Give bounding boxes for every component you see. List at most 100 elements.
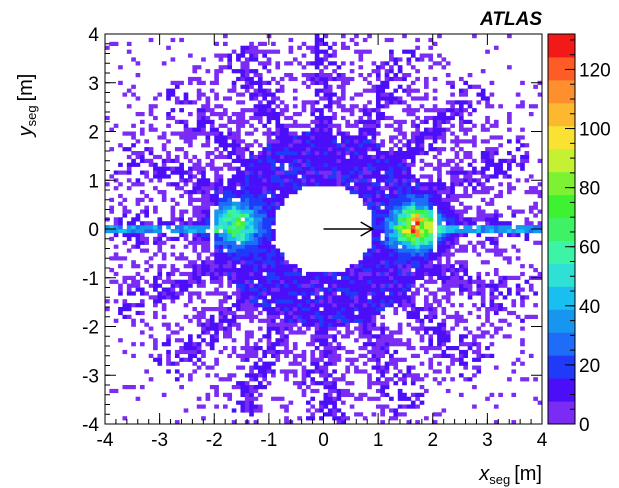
heatmap-cell <box>332 147 337 152</box>
heatmap-cell <box>131 275 136 280</box>
heatmap-cell <box>454 279 460 284</box>
heatmap-cell <box>222 346 228 351</box>
heatmap-cell <box>249 412 254 417</box>
heatmap-cell <box>279 112 285 117</box>
heatmap-cell <box>511 232 517 238</box>
heatmap-cell <box>445 80 451 85</box>
heatmap-cell <box>310 338 316 343</box>
heatmap-cell <box>262 353 267 358</box>
heatmap-cell <box>275 119 281 124</box>
heatmap-cell <box>389 256 394 261</box>
heatmap-cell <box>188 342 193 347</box>
heatmap-cell <box>349 69 355 74</box>
heatmap-cell <box>271 236 276 241</box>
heatmap-cell <box>275 338 281 343</box>
heatmap-cell <box>428 232 434 238</box>
heatmap-cell <box>275 197 281 202</box>
heatmap-cell <box>201 201 206 206</box>
heatmap-cell <box>170 131 176 136</box>
heatmap-cell <box>306 170 311 175</box>
heatmap-cell <box>332 154 337 160</box>
heatmap-cell <box>340 170 346 175</box>
heatmap-cell <box>240 307 246 312</box>
heatmap-cell <box>262 361 267 366</box>
heatmap-cell <box>419 268 425 273</box>
heatmap-cell <box>332 385 337 390</box>
heatmap-cell <box>166 349 171 355</box>
heatmap-cell <box>362 201 368 206</box>
heatmap-cell <box>371 353 377 358</box>
heatmap-cell <box>236 322 241 327</box>
heatmap-cell <box>528 190 534 195</box>
heatmap-cell <box>323 299 329 304</box>
heatmap-cell <box>275 127 281 132</box>
heatmap-cell <box>406 88 412 93</box>
heatmap-cell <box>419 326 425 331</box>
heatmap-cell <box>148 37 154 43</box>
heatmap-cell <box>279 256 285 261</box>
heatmap-cell <box>253 178 259 183</box>
x-tick-label: 0 <box>318 430 329 451</box>
heatmap-cell <box>458 201 464 206</box>
heatmap-cell <box>297 135 302 140</box>
heatmap-cell <box>520 318 525 323</box>
heatmap-cell <box>415 377 420 382</box>
heatmap-cell <box>406 420 412 425</box>
heatmap-cell <box>139 119 145 124</box>
heatmap-cell <box>113 388 119 394</box>
heatmap-cell <box>340 182 346 187</box>
heatmap-cell <box>231 119 237 124</box>
heatmap-cell <box>196 186 202 191</box>
heatmap-cell <box>428 193 434 199</box>
heatmap-cell <box>209 193 215 199</box>
heatmap-cell <box>520 225 525 230</box>
heatmap-cell <box>327 108 333 113</box>
heatmap-cell <box>310 162 316 167</box>
heatmap-cell <box>375 326 381 331</box>
heatmap-cell <box>214 154 219 160</box>
heatmap-cell <box>209 346 215 351</box>
heatmap-cell <box>375 131 381 136</box>
heatmap-cell <box>297 353 302 358</box>
heatmap-cell <box>327 147 333 152</box>
heatmap-cell <box>410 151 416 156</box>
heatmap-cell <box>349 61 355 66</box>
heatmap-cell <box>520 264 525 269</box>
heatmap-cell <box>157 291 163 296</box>
heatmap-cell <box>218 279 224 284</box>
heatmap-cell <box>428 127 434 132</box>
heatmap-cell <box>275 147 281 152</box>
heatmap-cell <box>349 166 355 171</box>
heatmap-cell <box>358 318 364 323</box>
heatmap-cell <box>319 369 324 374</box>
heatmap-cell <box>275 131 281 136</box>
heatmap-cell <box>227 279 233 284</box>
heatmap-cell <box>275 287 281 292</box>
heatmap-cell <box>432 139 438 144</box>
heatmap-cell <box>257 143 263 148</box>
heatmap-cell <box>170 244 176 249</box>
heatmap-cell <box>157 178 163 183</box>
heatmap-cell <box>244 61 250 66</box>
heatmap-cell <box>384 365 390 370</box>
heatmap-cell <box>340 34 346 39</box>
heatmap-cell <box>310 361 316 366</box>
heatmap-cell <box>262 225 267 230</box>
heatmap-cell <box>367 166 372 171</box>
heatmap-cell <box>432 182 438 187</box>
heatmap-cell <box>393 248 399 253</box>
heatmap-cell <box>314 135 320 140</box>
heatmap-cell <box>389 299 394 304</box>
heatmap-cell <box>389 147 394 152</box>
heatmap-cell <box>297 385 302 390</box>
heatmap-cell <box>415 310 420 316</box>
heatmap-cell <box>419 197 425 202</box>
heatmap-cell <box>314 299 320 304</box>
heatmap-cell <box>275 268 281 273</box>
heatmap-cell <box>292 353 298 358</box>
heatmap-cell <box>463 264 469 269</box>
heatmap-cell <box>266 310 272 316</box>
heatmap-cell <box>244 45 250 50</box>
heatmap-cell <box>389 100 394 105</box>
heatmap-cell <box>275 178 281 183</box>
